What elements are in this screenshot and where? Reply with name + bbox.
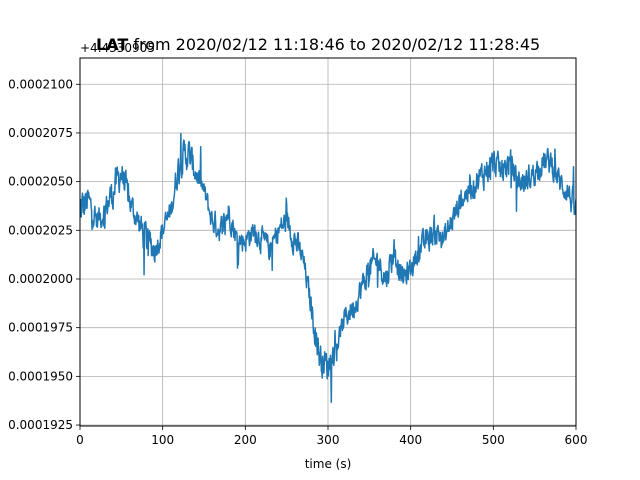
y-tick-label: 0.0002050 bbox=[8, 175, 73, 189]
ticks: 0 100 200 300 400 500 600 0.0001925 0.0001950 0.0… bbox=[8, 77, 587, 447]
series-line bbox=[80, 132, 576, 404]
x-tick-label: 0 bbox=[76, 433, 84, 447]
title-bold: LAT bbox=[96, 35, 128, 54]
plot-area bbox=[80, 132, 576, 404]
x-tick-label: 400 bbox=[399, 433, 422, 447]
y-tick-label: 0.0001925 bbox=[8, 418, 73, 432]
chart-title: LAT from 2020/02/12 11:18:46 to 2020/02/… bbox=[96, 35, 540, 54]
x-tick-label: 200 bbox=[234, 433, 257, 447]
x-tick-label: 600 bbox=[565, 433, 588, 447]
title-rest: from 2020/02/12 11:18:46 to 2020/02/12 1… bbox=[128, 35, 540, 54]
y-tick-label: 0.0001950 bbox=[8, 369, 73, 383]
x-tick-label: 500 bbox=[482, 433, 505, 447]
y-tick-label: 0.0001975 bbox=[8, 321, 73, 335]
y-tick-label: 0.0002100 bbox=[8, 77, 73, 91]
y-tick-label: 0.0002025 bbox=[8, 223, 73, 237]
y-offset-label: +4.4330905 bbox=[80, 41, 155, 55]
x-tick-label: 300 bbox=[317, 433, 340, 447]
x-tick-label: 100 bbox=[151, 433, 174, 447]
y-tick-label: 0.0002000 bbox=[8, 272, 73, 286]
y-tick-label: 0.0002075 bbox=[8, 126, 73, 140]
x-axis-label: time (s) bbox=[305, 457, 352, 471]
